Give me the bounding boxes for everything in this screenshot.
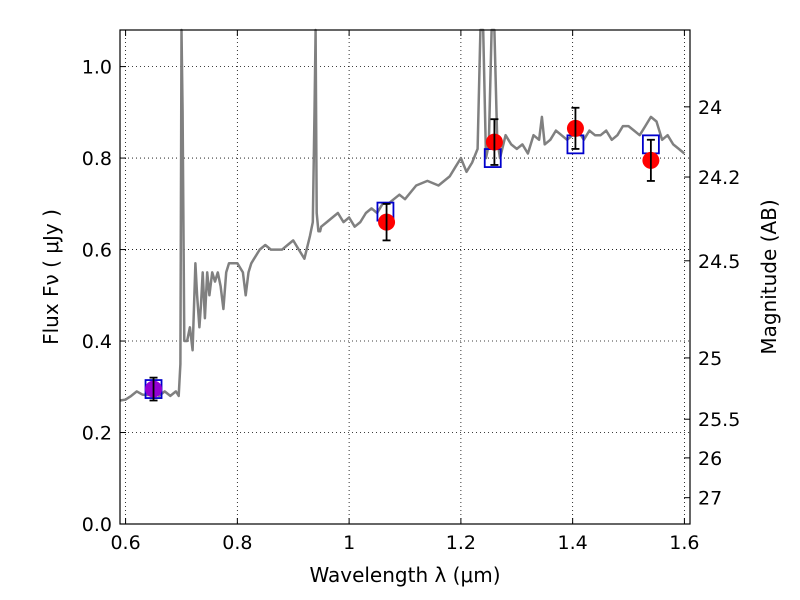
right-tick-label: 27 xyxy=(698,488,722,510)
y-tick-label: 0.8 xyxy=(82,148,112,170)
y-tick-label: 0.4 xyxy=(82,331,112,353)
x-tick-label: 1.2 xyxy=(446,532,476,554)
x-tick-label: 0.6 xyxy=(110,532,140,554)
right-tick-label: 25 xyxy=(698,348,722,370)
right-tick-label: 24.5 xyxy=(698,251,740,273)
x-tick-label: 1.6 xyxy=(669,532,699,554)
right-tick-label: 26 xyxy=(698,448,722,470)
right-tick-label: 24 xyxy=(698,97,722,119)
x-tick-label: 1.4 xyxy=(558,532,588,554)
y-axis-right-label: Magnitude (AB) xyxy=(757,199,781,354)
y-tick-label: 0.0 xyxy=(82,514,112,536)
y-tick-label: 0.6 xyxy=(82,240,112,262)
spectrum-line xyxy=(119,28,686,402)
axis-ticks: 0.6 0.8 1 1.2 1.4 1.6 0.0 0.2 0.4 0.6 0.8 1.0 24 24.2… xyxy=(82,30,740,554)
x-tick-label: 0.8 xyxy=(222,532,252,554)
y-tick-label: 1.0 xyxy=(82,57,112,79)
y-axis-label: Flux Fν ( μJy ) xyxy=(39,209,63,345)
plot-frame xyxy=(119,29,691,525)
grid-lines xyxy=(120,30,690,524)
x-tick-label: 1 xyxy=(343,532,355,554)
y-tick-label: 0.2 xyxy=(82,423,112,445)
right-tick-label: 25.5 xyxy=(698,409,740,431)
data-points-layer xyxy=(144,106,660,402)
right-tick-label: 24.2 xyxy=(698,167,740,189)
spectrum-layer xyxy=(119,28,686,402)
x-axis-label: Wavelength λ (μm) xyxy=(309,563,500,587)
